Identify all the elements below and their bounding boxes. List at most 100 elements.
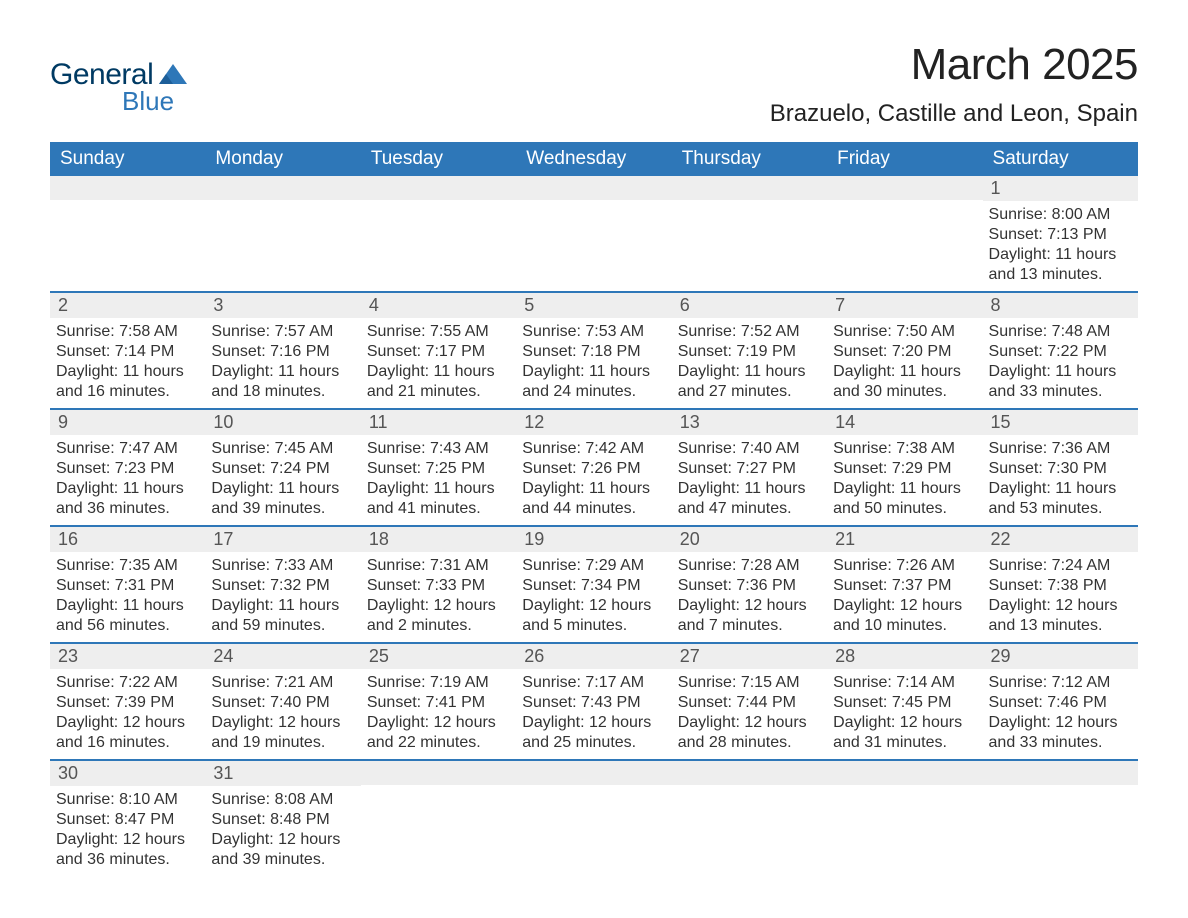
empty-day-body [50, 200, 205, 284]
empty-day-number [50, 176, 205, 200]
day-details: Sunrise: 7:38 AMSunset: 7:29 PMDaylight:… [827, 435, 982, 525]
dow-cell: Sunday [50, 142, 205, 176]
daylight-line: Daylight: 11 hours and 27 minutes. [678, 362, 821, 402]
calendar-day: 10Sunrise: 7:45 AMSunset: 7:24 PMDayligh… [205, 410, 360, 525]
calendar-day: 9Sunrise: 7:47 AMSunset: 7:23 PMDaylight… [50, 410, 205, 525]
day-details: Sunrise: 8:10 AMSunset: 8:47 PMDaylight:… [50, 786, 205, 876]
day-number: 26 [516, 644, 671, 669]
sunrise-line: Sunrise: 7:57 AM [211, 322, 354, 342]
day-number: 15 [983, 410, 1138, 435]
sunset-line: Sunset: 7:24 PM [211, 459, 354, 479]
day-details: Sunrise: 7:40 AMSunset: 7:27 PMDaylight:… [672, 435, 827, 525]
dow-cell: Friday [827, 142, 982, 176]
daylight-line: Daylight: 12 hours and 22 minutes. [367, 713, 510, 753]
daylight-line: Daylight: 11 hours and 36 minutes. [56, 479, 199, 519]
daylight-line: Daylight: 11 hours and 56 minutes. [56, 596, 199, 636]
empty-day-number [827, 176, 982, 200]
day-details: Sunrise: 7:47 AMSunset: 7:23 PMDaylight:… [50, 435, 205, 525]
day-number: 6 [672, 293, 827, 318]
calendar-day: 31Sunrise: 8:08 AMSunset: 8:48 PMDayligh… [205, 761, 360, 876]
day-details: Sunrise: 7:48 AMSunset: 7:22 PMDaylight:… [983, 318, 1138, 408]
day-details: Sunrise: 7:21 AMSunset: 7:40 PMDaylight:… [205, 669, 360, 759]
page-subtitle: Brazuelo, Castille and Leon, Spain [770, 100, 1138, 128]
calendar-day: 4Sunrise: 7:55 AMSunset: 7:17 PMDaylight… [361, 293, 516, 408]
empty-day-number [516, 761, 671, 785]
daylight-line: Daylight: 12 hours and 19 minutes. [211, 713, 354, 753]
sunset-line: Sunset: 8:47 PM [56, 810, 199, 830]
sunrise-line: Sunrise: 7:48 AM [989, 322, 1132, 342]
sunrise-line: Sunrise: 7:26 AM [833, 556, 976, 576]
daylight-line: Daylight: 12 hours and 25 minutes. [522, 713, 665, 753]
sunrise-line: Sunrise: 8:10 AM [56, 790, 199, 810]
calendar-empty-day [205, 176, 360, 291]
calendar-day: 5Sunrise: 7:53 AMSunset: 7:18 PMDaylight… [516, 293, 671, 408]
calendar-day: 20Sunrise: 7:28 AMSunset: 7:36 PMDayligh… [672, 527, 827, 642]
day-number: 13 [672, 410, 827, 435]
sunset-line: Sunset: 7:44 PM [678, 693, 821, 713]
day-details: Sunrise: 7:42 AMSunset: 7:26 PMDaylight:… [516, 435, 671, 525]
logo-mark-icon [159, 62, 187, 89]
sunrise-line: Sunrise: 7:22 AM [56, 673, 199, 693]
sunset-line: Sunset: 7:34 PM [522, 576, 665, 596]
day-details: Sunrise: 7:28 AMSunset: 7:36 PMDaylight:… [672, 552, 827, 642]
calendar-empty-day [516, 176, 671, 291]
day-details: Sunrise: 8:08 AMSunset: 8:48 PMDaylight:… [205, 786, 360, 876]
sunrise-line: Sunrise: 7:55 AM [367, 322, 510, 342]
daylight-line: Daylight: 12 hours and 31 minutes. [833, 713, 976, 753]
daylight-line: Daylight: 11 hours and 13 minutes. [989, 245, 1132, 285]
day-details: Sunrise: 7:17 AMSunset: 7:43 PMDaylight:… [516, 669, 671, 759]
dow-cell: Monday [205, 142, 360, 176]
sunrise-line: Sunrise: 7:24 AM [989, 556, 1132, 576]
empty-day-number [361, 761, 516, 785]
calendar-week: 30Sunrise: 8:10 AMSunset: 8:47 PMDayligh… [50, 759, 1138, 876]
sunrise-line: Sunrise: 7:15 AM [678, 673, 821, 693]
day-number: 19 [516, 527, 671, 552]
sunset-line: Sunset: 7:22 PM [989, 342, 1132, 362]
sunset-line: Sunset: 7:26 PM [522, 459, 665, 479]
sunrise-line: Sunrise: 7:40 AM [678, 439, 821, 459]
daylight-line: Daylight: 12 hours and 10 minutes. [833, 596, 976, 636]
sunset-line: Sunset: 7:40 PM [211, 693, 354, 713]
daylight-line: Daylight: 12 hours and 28 minutes. [678, 713, 821, 753]
sunrise-line: Sunrise: 7:45 AM [211, 439, 354, 459]
daylight-line: Daylight: 11 hours and 47 minutes. [678, 479, 821, 519]
day-details: Sunrise: 7:36 AMSunset: 7:30 PMDaylight:… [983, 435, 1138, 525]
calendar-empty-day [672, 176, 827, 291]
calendar-empty-day [361, 176, 516, 291]
day-number: 9 [50, 410, 205, 435]
sunset-line: Sunset: 7:13 PM [989, 225, 1132, 245]
calendar-empty-day [827, 761, 982, 876]
day-number: 4 [361, 293, 516, 318]
sunrise-line: Sunrise: 7:36 AM [989, 439, 1132, 459]
day-number: 10 [205, 410, 360, 435]
calendar-week: 9Sunrise: 7:47 AMSunset: 7:23 PMDaylight… [50, 408, 1138, 525]
day-details: Sunrise: 7:15 AMSunset: 7:44 PMDaylight:… [672, 669, 827, 759]
sunset-line: Sunset: 7:37 PM [833, 576, 976, 596]
daylight-line: Daylight: 11 hours and 21 minutes. [367, 362, 510, 402]
day-number: 5 [516, 293, 671, 318]
calendar-day: 11Sunrise: 7:43 AMSunset: 7:25 PMDayligh… [361, 410, 516, 525]
day-details: Sunrise: 7:55 AMSunset: 7:17 PMDaylight:… [361, 318, 516, 408]
calendar-day: 18Sunrise: 7:31 AMSunset: 7:33 PMDayligh… [361, 527, 516, 642]
sunrise-line: Sunrise: 7:47 AM [56, 439, 199, 459]
sunset-line: Sunset: 7:31 PM [56, 576, 199, 596]
day-details: Sunrise: 7:31 AMSunset: 7:33 PMDaylight:… [361, 552, 516, 642]
day-number: 31 [205, 761, 360, 786]
sunrise-line: Sunrise: 7:19 AM [367, 673, 510, 693]
calendar-day: 26Sunrise: 7:17 AMSunset: 7:43 PMDayligh… [516, 644, 671, 759]
empty-day-number [516, 176, 671, 200]
sunset-line: Sunset: 7:14 PM [56, 342, 199, 362]
empty-day-number [672, 761, 827, 785]
dow-cell: Thursday [672, 142, 827, 176]
day-number: 1 [983, 176, 1138, 201]
calendar-week: 16Sunrise: 7:35 AMSunset: 7:31 PMDayligh… [50, 525, 1138, 642]
calendar-day: 15Sunrise: 7:36 AMSunset: 7:30 PMDayligh… [983, 410, 1138, 525]
sunset-line: Sunset: 7:23 PM [56, 459, 199, 479]
calendar-day: 13Sunrise: 7:40 AMSunset: 7:27 PMDayligh… [672, 410, 827, 525]
dow-cell: Tuesday [361, 142, 516, 176]
calendar-day: 8Sunrise: 7:48 AMSunset: 7:22 PMDaylight… [983, 293, 1138, 408]
sunrise-line: Sunrise: 7:28 AM [678, 556, 821, 576]
sunset-line: Sunset: 7:18 PM [522, 342, 665, 362]
calendar-day: 23Sunrise: 7:22 AMSunset: 7:39 PMDayligh… [50, 644, 205, 759]
sunrise-line: Sunrise: 7:33 AM [211, 556, 354, 576]
